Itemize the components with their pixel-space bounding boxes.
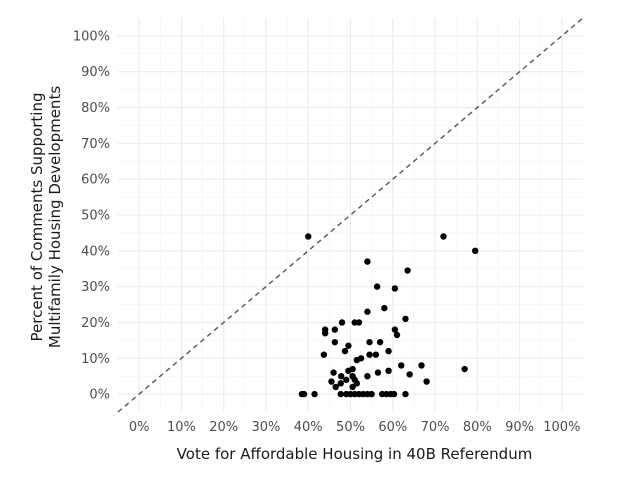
y-tick-label: 50% [81,209,110,224]
data-point [353,380,361,387]
data-point [385,367,392,375]
data-point [337,380,344,387]
data-point [440,233,447,240]
data-point [406,371,413,378]
y-tick-label: 40% [81,244,110,259]
data-point [385,347,392,355]
data-point [418,362,425,369]
data-point [300,390,308,398]
data-point [364,258,371,265]
data-point [364,308,371,315]
data-point [349,383,356,391]
data-point [331,326,339,333]
x-tick-label: 100% [543,420,580,435]
data-point [320,351,328,358]
x-tick-label: 50% [336,420,365,435]
y-tick-label: 0% [89,388,110,403]
reference-line [117,17,584,413]
data-point [349,365,356,373]
data-point [330,369,337,376]
data-point [311,390,318,398]
data-point [331,338,339,346]
x-tick-label: 70% [421,420,450,435]
data-point [398,362,405,369]
data-point [321,330,329,337]
data-point [376,338,384,346]
data-point [328,378,335,385]
data-point [402,315,409,323]
data-point [305,233,312,240]
x-tick-label: 10% [167,420,196,435]
data-point [391,326,399,333]
data-point [373,283,381,290]
data-point [368,390,375,398]
data-point [374,369,382,376]
y-tick-label: 20% [81,316,110,331]
data-point [345,342,352,349]
grid [118,18,583,412]
data-point [461,365,468,373]
data-point [355,319,363,326]
data-point [423,378,430,385]
x-tick-label: 0% [129,420,150,435]
points [298,233,479,398]
y-axis-title-line-1: Percent of Comments Supporting [28,92,46,341]
y-tick-label: 90% [81,65,110,80]
data-point [393,331,401,339]
data-point [402,390,409,398]
y-tick-label: 30% [81,280,110,295]
y-axis-title-line-2: Multifamily Housing Developments [46,86,64,348]
y-tick-label: 70% [81,137,110,152]
data-point [391,285,399,292]
x-tick-label: 60% [378,420,407,435]
data-point [366,338,373,346]
data-point [357,355,365,362]
y-tick-labels: 0% 10% 20% 30% 40% 50% 60% 70% 80% 90% 100% [73,29,110,402]
y-tick-label: 10% [81,352,110,367]
data-point [372,351,380,358]
data-point [390,390,398,398]
y-tick-label: 100% [73,29,110,44]
data-point [381,304,388,312]
data-point [472,247,479,255]
x-tick-labels: 0% 10% 20% 30% 40% 50% 60% 70% 80% 90% 100% [129,420,581,435]
y-tick-label: 80% [81,101,110,116]
x-tick-label: 80% [463,420,492,435]
x-tick-label: 40% [294,420,323,435]
x-tick-label: 20% [209,420,238,435]
data-point [338,372,345,380]
data-point [332,383,339,391]
data-point [364,372,371,380]
x-tick-label: 30% [252,420,281,435]
data-point [366,351,373,358]
data-point [343,376,350,383]
data-point [338,319,346,326]
y-tick-label: 60% [81,173,110,188]
x-tick-label: 90% [505,420,534,435]
data-point [404,267,411,274]
x-axis-title: Vote for Affordable Housing in 40B Refer… [177,445,533,463]
data-point [337,390,344,398]
data-point [341,347,349,355]
